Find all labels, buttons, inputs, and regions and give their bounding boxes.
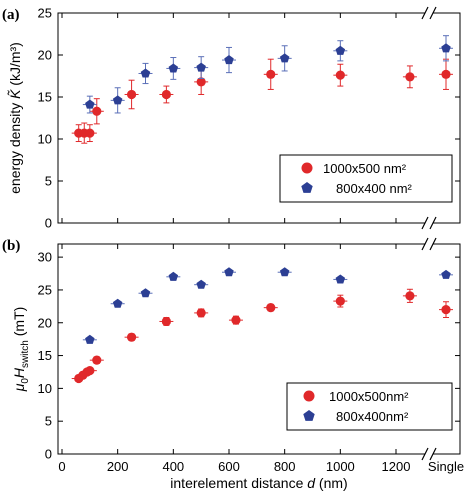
panel-a-blue-point-8 (441, 43, 451, 53)
legend-b-blue-label: 800x400nm² (336, 409, 409, 424)
panel-b-blue-point-6 (279, 267, 290, 277)
panel-a-blue-point-7 (335, 45, 346, 55)
panel-b-red-point-3 (85, 366, 95, 376)
legend-b-red-label: 1000x500nm² (329, 389, 409, 404)
panel-b-blue-point-5 (224, 267, 234, 277)
panel-a-y-axis-title: energy density K̃ (kJ/m³) (7, 42, 23, 194)
x-tick-label-3: 600 (218, 459, 240, 474)
panel-a-red-point-6 (196, 77, 206, 87)
x-tick-label-single: Single (428, 459, 464, 474)
x-tick-label-1: 200 (107, 459, 129, 474)
panel-b-ytick-label-6: 30 (38, 250, 52, 265)
panel-a-blue-point-1 (112, 95, 123, 105)
panel-b-ytick-label-5: 25 (38, 282, 52, 297)
panel-a-break-mark-1-1 (421, 216, 429, 230)
panel-a-blue-point-0 (85, 99, 95, 109)
panel-b-red-point-7 (196, 308, 206, 318)
panel-b-break-mark-1-1 (421, 447, 429, 461)
panel-b-yticks: 0 5 10 15 20 25 30 (38, 250, 460, 462)
panel-a-break-mark-1-2 (429, 216, 437, 230)
panel-a-yticks: 0 5 10 15 20 25 (38, 6, 460, 231)
legend-b-blue-marker (303, 410, 315, 421)
panel-b-red-point-4 (92, 355, 102, 365)
panel-b-blue-point-7 (335, 274, 346, 284)
panel-a-red-point-5 (161, 89, 171, 100)
legend-a-blue-marker (301, 182, 313, 193)
panel-b-xticks: 0 200 400 600 800 1000 1200 Single (58, 244, 464, 474)
panel-b-label: (b) (2, 238, 20, 254)
panel-a-blue-point-5 (224, 55, 234, 65)
panel-a-points (71, 35, 453, 144)
x-tick-label-4: 800 (274, 459, 296, 474)
panel-b-blue-point-0 (85, 334, 95, 344)
panel-b-ytick-label-2: 10 (38, 381, 52, 396)
panel-a-red-point-10 (441, 69, 451, 79)
panel-a-break-mark-0-1 (421, 6, 429, 20)
legend-b-red-marker (303, 390, 315, 402)
panel-b-legend-box (286, 382, 453, 431)
panel-b-break-mark-1-2 (429, 447, 437, 461)
panel-b-legend: 1000x500nm² 800x400nm² (286, 382, 453, 431)
panel-a-ytick-label-1: 5 (45, 174, 52, 189)
panel-a-blue-point-6 (279, 53, 290, 63)
panel-a-blue-point-2 (140, 68, 151, 78)
panel-a-frame (57, 12, 461, 224)
panel-b-red-point-11 (405, 291, 415, 301)
panel-b-break-gap-1 (425, 448, 433, 460)
panel-b-red-point-9 (266, 303, 276, 313)
panel-b-break-mark-0-2 (429, 237, 437, 251)
panel-a-red-point-8 (335, 70, 345, 80)
legend-a-blue-label: 800x400 nm² (336, 181, 413, 196)
legend-a-red-label: 1000x500 nm² (323, 161, 407, 176)
panel-a-blue-point-3 (168, 63, 179, 73)
panel-a-label: (a) (2, 7, 20, 23)
panel-b-blue-point-2 (140, 288, 151, 298)
panel-b-red-point-5 (126, 332, 137, 342)
panel-b: (b) 0 5 10 15 20 25 30 0 200 400 600 800 1000 1200 Si… (2, 237, 464, 474)
panel-b-frame (57, 243, 461, 455)
legend-a-red-marker (301, 162, 313, 174)
panel-a-break-gap-0 (425, 7, 433, 19)
panel-b-points (71, 267, 453, 384)
panel-b-break-mark-0-1 (421, 237, 429, 251)
panel-a-break (421, 6, 437, 230)
panel-a-red-point-4 (126, 89, 137, 100)
panel-b-blue-point-4 (196, 279, 206, 289)
panel-b-red-point-10 (335, 296, 345, 306)
panel-b-ytick-label-3: 15 (38, 348, 52, 363)
x-axis-title: interelement distance d (nm) (170, 475, 347, 491)
panel-a-ytick-label-4: 20 (38, 48, 52, 63)
panel-a-ytick-label-2: 10 (38, 132, 52, 147)
panel-b-blue-point-8 (441, 269, 451, 279)
panel-a-break-gap-1 (425, 217, 433, 229)
panel-a-break-mark-0-2 (429, 6, 437, 20)
x-tick-label-2: 400 (162, 459, 184, 474)
panel-b-blue-point-3 (168, 271, 179, 281)
panel-b-ytick-label-4: 20 (38, 315, 52, 330)
panel-b-break-gap-0 (425, 238, 433, 250)
panel-a-xticks (61, 13, 397, 223)
panel-b-break (421, 237, 437, 461)
panel-a-ytick-label-0: 0 (45, 216, 52, 231)
panel-a-red-point-9 (405, 72, 415, 82)
panel-b-ytick-label-1: 5 (45, 414, 52, 429)
panel-a-ytick-label-3: 15 (38, 90, 52, 105)
panel-b-red-point-8 (231, 315, 241, 325)
panel-a-red-point-7 (266, 69, 276, 79)
panel-b-red-point-6 (161, 316, 171, 327)
x-tick-label-6: 1200 (382, 459, 411, 474)
x-tick-label-0: 0 (58, 459, 65, 474)
panel-b-blue-point-1 (112, 298, 123, 308)
panel-b-red-point-12 (441, 305, 451, 315)
panel-a: (a) 0 5 10 15 20 25 energy density K̃ (kJ/m³)… (2, 6, 461, 231)
x-tick-label-5: 1000 (326, 459, 355, 474)
panel-b-y-axis-title: μ0Hswitch (mT) (11, 307, 31, 393)
panel-b-ytick-label-0: 0 (45, 447, 52, 462)
panel-a-ytick-label-5: 25 (38, 6, 52, 21)
panel-a-blue-point-4 (196, 62, 206, 72)
panel-a-legend: 1000x500 nm² 800x400 nm² (279, 154, 453, 203)
panel-a-red-point-2 (85, 128, 95, 138)
panel-a-red-point-3 (92, 106, 102, 116)
